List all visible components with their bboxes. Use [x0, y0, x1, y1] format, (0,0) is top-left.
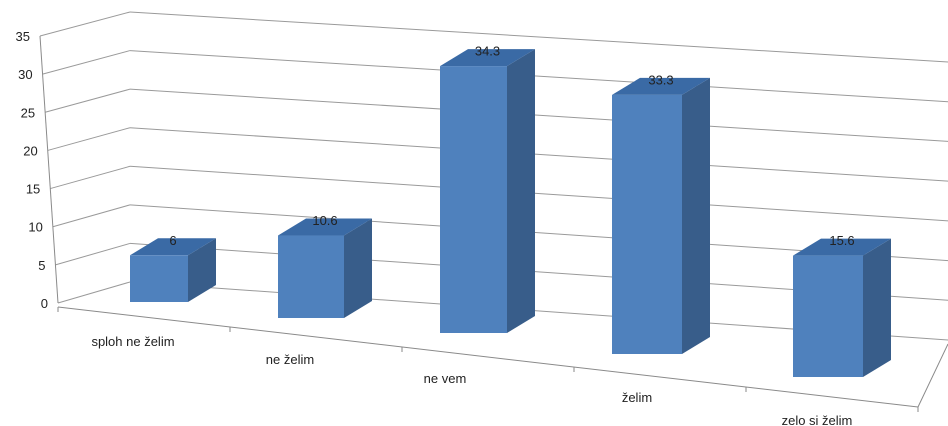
- gridline-side: [47, 127, 131, 151]
- data-label: 15.6: [829, 233, 854, 248]
- y-tick-label: 25: [21, 105, 35, 120]
- bar-top: [793, 238, 891, 256]
- y-tick-label: 10: [28, 220, 42, 235]
- bar-front: [278, 235, 344, 318]
- gridline-side: [57, 281, 131, 304]
- bars: [130, 49, 891, 377]
- bar-top: [130, 238, 216, 256]
- bar-side: [188, 238, 216, 302]
- bar-side: [344, 218, 372, 318]
- gridline-side: [50, 165, 131, 190]
- bar: [793, 238, 891, 377]
- category-label: sploh ne želim: [91, 334, 174, 349]
- data-label: 33.3: [648, 72, 673, 87]
- y-axis: [39, 35, 59, 304]
- labels: 0 5 10 15 20 25 30 35 6 10.6 34.3 33.3 15.6 sploh ne …: [16, 29, 855, 426]
- bar-front: [440, 66, 507, 333]
- gridline: [129, 127, 948, 182]
- bar-side: [507, 49, 535, 333]
- bar: [440, 49, 535, 333]
- y-tick-label: 15: [26, 182, 40, 197]
- bar-front: [612, 94, 682, 354]
- gridline: [129, 50, 948, 103]
- gridline-side: [55, 242, 131, 266]
- gridline-side: [39, 11, 131, 37]
- y-tick-label: 20: [23, 143, 37, 158]
- bar: [130, 238, 216, 302]
- bar-top: [612, 77, 710, 95]
- y-tick-label: 30: [18, 67, 32, 82]
- data-label: 10.6: [312, 213, 337, 228]
- gridline-side: [45, 88, 131, 113]
- gridline: [129, 11, 948, 63]
- bar-side: [682, 77, 710, 355]
- bar: [612, 77, 710, 355]
- category-label: želim: [622, 390, 652, 405]
- gridline: [129, 165, 948, 222]
- category-label: zelo si želim: [782, 413, 853, 426]
- category-label: ne vem: [424, 371, 467, 386]
- bar-front: [130, 255, 188, 302]
- y-tick-label: 35: [16, 29, 30, 44]
- floor-right-edge: [917, 343, 948, 408]
- gridline-side: [52, 204, 131, 228]
- data-label: 6: [169, 233, 176, 248]
- category-label: ne želim: [266, 352, 314, 367]
- x-axis: [57, 306, 919, 408]
- y-tick-label: 5: [38, 258, 45, 273]
- gridline: [129, 88, 948, 142]
- y-tick-label: 0: [41, 296, 48, 311]
- gridline-side: [42, 50, 131, 75]
- bar-top: [440, 49, 535, 67]
- bar-top: [278, 218, 372, 236]
- gridlines: [39, 11, 948, 341]
- bar: [278, 218, 372, 318]
- axes: [39, 35, 948, 412]
- data-label: 34.3: [475, 44, 500, 59]
- bar-front: [793, 255, 863, 377]
- bar-side: [863, 238, 891, 377]
